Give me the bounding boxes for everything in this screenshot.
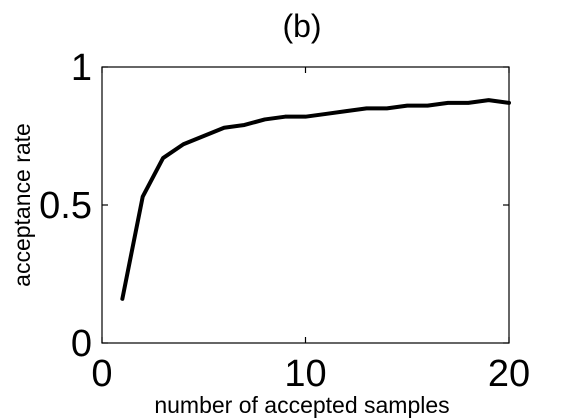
series-layer <box>120 98 511 301</box>
x-tick-label-0: 0 <box>91 353 112 395</box>
plot-area-frame <box>101 66 510 344</box>
tick-labels-layer: 0 10 20 0 0.5 1 <box>39 47 530 395</box>
axis-ticks-layer <box>101 66 510 344</box>
x-axis-label: number of accepted samples <box>154 392 449 418</box>
series-line-0 <box>120 98 511 301</box>
y-axis-label: acceptance rate <box>9 123 35 287</box>
y-tick-label-2: 1 <box>71 47 92 89</box>
x-tick-label-1: 10 <box>284 353 326 395</box>
chart-title: (b) <box>282 8 321 44</box>
x-tick-label-2: 20 <box>488 353 530 395</box>
y-tick-label-1: 0.5 <box>39 185 92 227</box>
y-tick-label-0: 0 <box>71 323 92 365</box>
